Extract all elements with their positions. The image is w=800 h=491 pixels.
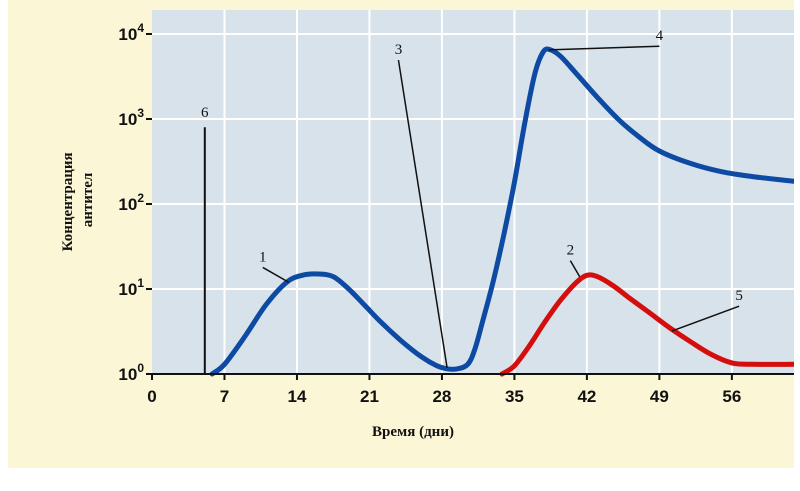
x-tick-label: 35 — [505, 387, 524, 406]
x-tick-label: 28 — [432, 387, 451, 406]
y-axis-title: Концентрация антител — [60, 149, 96, 252]
series-line-2 — [499, 272, 794, 377]
x-tick-label: 56 — [722, 387, 741, 406]
x-tick-label: 7 — [220, 387, 229, 406]
x-tick-labels: 0 7 14 21 28 35 42 49 56 — [147, 374, 741, 406]
y-tick-label: 104 — [118, 21, 144, 44]
annotation-layer: 1 2 3 4 5 6 — [201, 28, 743, 374]
x-tick-label: 14 — [288, 387, 307, 406]
callout-leader-3 — [397, 59, 448, 369]
callout-label-6: 6 — [201, 105, 209, 121]
x-tick-label: 0 — [147, 387, 156, 406]
y-tick-label: 103 — [118, 106, 144, 129]
callout-label-1: 1 — [259, 249, 267, 265]
callout-label-4: 4 — [656, 28, 664, 44]
callout-label-5: 5 — [735, 288, 743, 304]
series-layer — [209, 46, 794, 377]
callout-label-3: 3 — [395, 42, 403, 58]
y-axis-title-line-2: антител — [80, 172, 96, 227]
y-tick-label: 100 — [118, 361, 144, 384]
callout-leader-4 — [548, 45, 660, 51]
x-tick-label: 42 — [577, 387, 596, 406]
y-tick-labels: 100 101 102 103 104 — [118, 21, 152, 384]
y-tick-label: 102 — [118, 191, 144, 214]
callout-label-2: 2 — [567, 243, 575, 259]
y-tick-label: 101 — [118, 276, 144, 299]
x-tick-label: 49 — [650, 387, 669, 406]
callout-leader-2 — [569, 260, 581, 277]
plot-area — [152, 10, 794, 374]
series-line-1 — [209, 46, 794, 377]
callout-leader-1 — [262, 266, 290, 283]
y-axis-title-line-1: Концентрация — [60, 152, 76, 251]
x-axis-title: Время (дни) — [372, 424, 454, 440]
x-tick-label: 21 — [360, 387, 379, 406]
callout-leader-5 — [671, 305, 740, 332]
